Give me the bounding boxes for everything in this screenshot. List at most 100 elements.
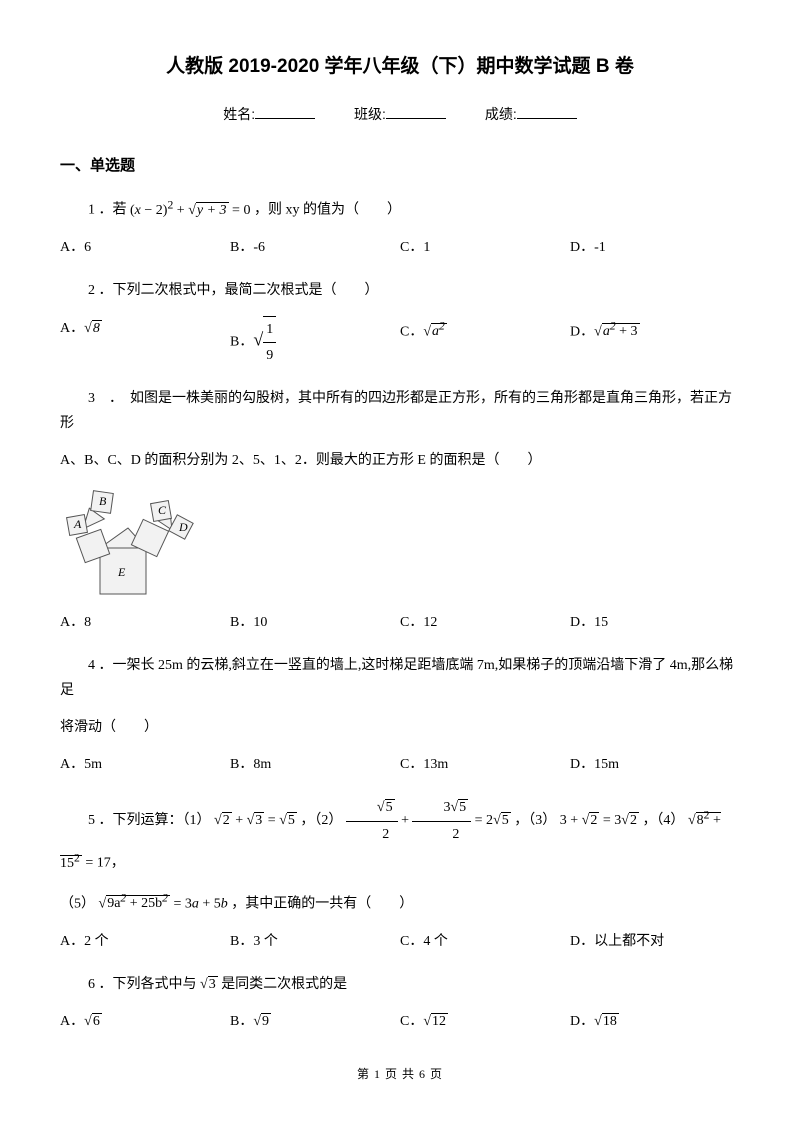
class-blank[interactable]	[386, 104, 446, 119]
q5-p1-eq: =	[264, 813, 279, 828]
q2-d-a: a	[603, 324, 610, 339]
q1-choice-b[interactable]: B．-6	[230, 235, 400, 260]
q2-c-a: a	[432, 324, 439, 339]
q2-choice-d[interactable]: D．√a2 + 3	[570, 316, 740, 368]
q6-choice-b[interactable]: B．√9	[230, 1009, 400, 1034]
page-footer: 第 1 页 共 6 页	[60, 1064, 740, 1086]
q1-choice-a[interactable]: A．6	[60, 235, 230, 260]
name-label: 姓名:	[223, 106, 255, 122]
q5-p4s2: 2	[74, 851, 80, 864]
q6-choice-d[interactable]: D．√18	[570, 1009, 740, 1034]
q2-b-num: 1	[263, 317, 276, 342]
question-2: 2 ．下列二次根式中，最简二次根式是（ ）	[60, 278, 740, 303]
q1-plus: +	[173, 203, 188, 218]
q5-choice-a[interactable]: A．2 个	[60, 929, 230, 954]
q4-choice-b[interactable]: B．8m	[230, 752, 400, 777]
q2-choice-b[interactable]: B．√19	[230, 316, 400, 368]
q4-choices: A．5m B．8m C．13m D．15m	[60, 752, 740, 777]
q3-choice-b[interactable]: B．10	[230, 610, 400, 635]
q5-sep3: ，（3）	[514, 813, 556, 828]
q3-choice-d[interactable]: D．15	[570, 610, 740, 635]
q5-p3a: 3 +	[560, 813, 582, 828]
q5-l2-pre: （5）	[60, 896, 95, 911]
q5-p5a: 9a	[107, 896, 120, 911]
question-6: 6 ．下列各式中与 √3 是同类二次根式的是	[60, 972, 740, 997]
q6-d-pre: D．	[570, 1014, 594, 1029]
q1-num: 1	[88, 203, 95, 218]
q5-p3b: 2	[589, 812, 599, 828]
q5-sep2: ，（2）	[300, 813, 342, 828]
q6-choice-c[interactable]: C．√12	[400, 1009, 570, 1034]
q5-sep4: ，（4）	[642, 813, 684, 828]
q6-a-pre: A．	[60, 1014, 84, 1029]
q6-b-rad: 9	[261, 1013, 271, 1029]
q5-p2d2: 2	[412, 821, 471, 847]
q5-p2r: 5	[501, 812, 511, 828]
fig-label-b: B	[99, 494, 107, 508]
q5-p5-va: a	[192, 896, 199, 911]
q6-choice-a[interactable]: A．√6	[60, 1009, 230, 1034]
q5-p5p: + 25b	[126, 896, 162, 911]
q2-choice-c[interactable]: C．√a2	[400, 316, 570, 368]
question-3-line2: A、B、C、D 的面积分别为 2、5、1、2．则最大的正方形 E 的面积是（ ）	[60, 448, 740, 473]
q1-eq: = 0	[229, 203, 251, 218]
q5-p4-eq: = 17	[82, 856, 111, 871]
name-blank[interactable]	[255, 104, 315, 119]
q6-d-rad: 18	[602, 1013, 619, 1029]
q5-sep4t: ，	[111, 856, 125, 871]
q1-tail: ，则 xy 的值为（ ）	[254, 203, 401, 218]
q5-choice-c[interactable]: C．4 个	[400, 929, 570, 954]
q5-p3-eq: = 3	[599, 813, 621, 828]
q4-choice-a[interactable]: A．5m	[60, 752, 230, 777]
q5-p2-plus: +	[401, 813, 412, 828]
q1-rad: y + 3	[196, 202, 229, 218]
q5-p1c: 5	[287, 812, 297, 828]
q5-lead: ．下列运算：（1）	[99, 813, 211, 828]
question-1: 1 ．若 (x − 2)2 + √y + 3 = 0 ，则 xy 的值为（ ）	[60, 194, 740, 223]
q2-b-den: 9	[263, 342, 276, 368]
q6-a-rad: 6	[92, 1013, 102, 1029]
q6-lead: 6 ．下列各式中与	[88, 977, 197, 992]
q2-d-pre: D．	[570, 324, 594, 339]
q1-choice-d[interactable]: D．-1	[570, 235, 740, 260]
info-line: 姓名: 班级: 成绩:	[60, 102, 740, 127]
q5-p3c: 2	[629, 812, 639, 828]
q5-p5-vb: b	[221, 896, 228, 911]
q4-choice-c[interactable]: C．13m	[400, 752, 570, 777]
page-root: 人教版 2019-2020 学年八年级（下）期中数学试题 B 卷 姓名: 班级:…	[0, 0, 800, 1116]
question-5-line1: 5 ．下列运算：（1） √2 + √3 = √5 ，（2） √52 + 3√52…	[60, 795, 740, 875]
q5-p1b: 3	[254, 812, 264, 828]
q2-choices: A．√8 B．√19 C．√a2 D．√a2 + 3	[60, 316, 740, 368]
pythagoras-tree-figure: A B C D E	[60, 486, 200, 596]
q1-choice-c[interactable]: C．1	[400, 235, 570, 260]
q1-lead: ．若	[99, 203, 127, 218]
q3-choice-c[interactable]: C．12	[400, 610, 570, 635]
question-4-line1: 4 ．一架长 25m 的云梯,斜立在一竖直的墙上,这时梯足距墙底端 7m,如果梯…	[60, 653, 740, 703]
q5-choices: A．2 个 B．3 个 C．4 个 D．以上都不对	[60, 929, 740, 954]
class-label: 班级:	[354, 106, 386, 122]
q5-p2n1: 5	[385, 799, 395, 815]
q5-p5s2: 2	[162, 892, 168, 905]
score-blank[interactable]	[517, 104, 577, 119]
q5-p1-plus: +	[232, 813, 247, 828]
q5-num: 5	[88, 813, 95, 828]
q3-choice-a[interactable]: A．8	[60, 610, 230, 635]
fig-label-c: C	[158, 503, 167, 517]
q2-c-sup: 2	[439, 320, 445, 333]
q6-c-rad: 12	[431, 1013, 448, 1029]
q4-choice-d[interactable]: D．15m	[570, 752, 740, 777]
q3-choices: A．8 B．10 C．12 D．15	[60, 610, 740, 635]
q5-tail: ，其中正确的一共有（ ）	[231, 896, 413, 911]
q5-choice-d[interactable]: D．以上都不对	[570, 929, 740, 954]
q2-b-pre: B．	[230, 334, 253, 349]
q2-choice-a[interactable]: A．√8	[60, 316, 230, 368]
q6-c-pre: C．	[400, 1014, 423, 1029]
q1-rparen: − 2)	[141, 203, 168, 218]
q6-rad: 3	[208, 976, 218, 992]
q5-p1a: 2	[222, 812, 232, 828]
score-label: 成绩:	[485, 106, 517, 122]
q2-a-rad: 8	[92, 320, 102, 336]
q5-choice-b[interactable]: B．3 个	[230, 929, 400, 954]
q5-p2d1: 2	[346, 821, 398, 847]
q1-choices: A．6 B．-6 C．1 D．-1	[60, 235, 740, 260]
